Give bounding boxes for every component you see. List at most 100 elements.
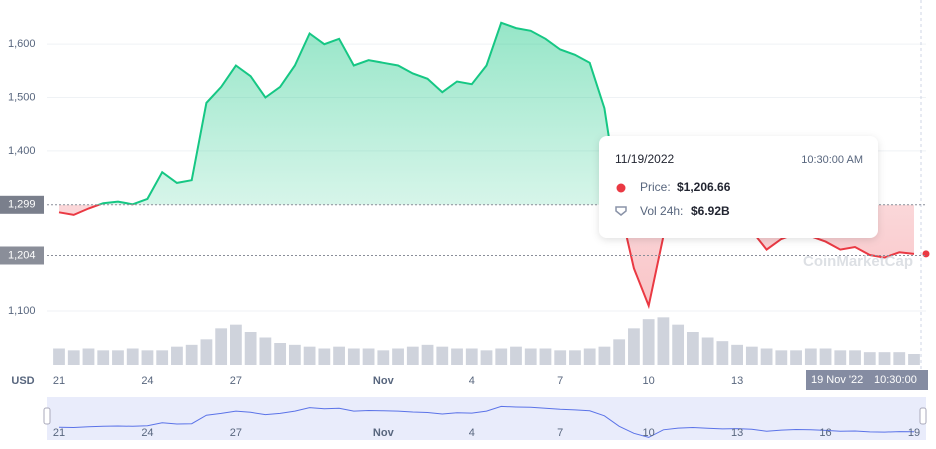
tooltip-box: [599, 136, 878, 238]
cursor-date: 19 Nov '22: [811, 374, 863, 386]
volume-bar: [569, 350, 581, 365]
reference-label: 1,299: [8, 199, 36, 211]
navigator-tick-label: 16: [819, 427, 831, 439]
volume-bar: [686, 332, 699, 365]
x-tick-label: 10: [643, 375, 655, 387]
tooltip-price-label: Price:: [640, 180, 671, 194]
volume-bar: [318, 348, 331, 365]
volume-bar: [849, 350, 861, 365]
tooltip-price-dot: [616, 183, 626, 193]
reference-label: 1,204: [8, 249, 36, 261]
volume-bar: [672, 324, 685, 365]
navigator-tick-label: 27: [230, 427, 242, 439]
volume-bar: [465, 348, 478, 365]
volume-bar: [362, 348, 375, 365]
navigator-handle[interactable]: [919, 407, 927, 425]
x-tick-label: 7: [557, 375, 563, 387]
volume-bar: [244, 332, 257, 365]
reference-box: [0, 195, 44, 214]
navigator-tick-label: 21: [53, 427, 65, 439]
x-tick-label: 13: [731, 375, 743, 387]
volume-bar: [834, 350, 847, 365]
volume-bar: [156, 350, 169, 365]
volume-bar: [524, 348, 537, 365]
navigator-tick-label: 24: [141, 427, 153, 439]
navigator-tick-label: 13: [731, 427, 743, 439]
volume-bar: [171, 346, 183, 365]
volume-bar: [333, 346, 345, 365]
tooltip-date: 11/19/2022: [615, 152, 674, 166]
volume-bar: [303, 346, 316, 365]
tooltip-volume: $6.92B: [691, 204, 730, 218]
volume-bar: [539, 348, 552, 365]
volume-bar: [863, 352, 876, 365]
tooltip-volume-label: Vol 24h:: [640, 204, 683, 218]
volume-bar: [510, 346, 522, 365]
volume-bar: [200, 339, 213, 365]
navigator-tick-label: 19: [908, 427, 920, 439]
y-tick-label: 1,600: [8, 38, 36, 50]
volume-bar: [804, 348, 817, 365]
volume-bar: [421, 344, 434, 365]
navigator-tick-label: 7: [557, 427, 563, 439]
cursor-time: 10:30:00: [874, 374, 917, 386]
navigator-tick-label: 10: [643, 427, 655, 439]
volume-bar: [377, 350, 390, 365]
navigator-bg: [47, 397, 926, 440]
cursor-box: [806, 370, 928, 390]
volume-bar: [775, 350, 788, 365]
volume-bar: [141, 350, 154, 365]
volume-bar: [67, 350, 80, 365]
volume-bar: [598, 346, 611, 365]
volume-bar: [628, 328, 640, 365]
x-tick-label: Nov: [373, 375, 395, 387]
volume-bar: [745, 346, 758, 365]
volume-bar: [893, 352, 906, 365]
volume-bar: [716, 341, 729, 365]
volume-bar: [554, 350, 567, 365]
volume-bar: [97, 350, 110, 365]
volume-bar: [790, 350, 802, 365]
navigator-line: [58, 405, 915, 438]
volume-bar: [126, 348, 139, 365]
volume-bar: [436, 346, 449, 365]
reference-box: [0, 246, 44, 265]
volume-bar: [392, 348, 404, 365]
volume-bar: [230, 324, 242, 365]
tooltip-price: $1,206.66: [677, 180, 731, 194]
volume-bar: [908, 354, 920, 365]
x-tick-label: 27: [230, 375, 242, 387]
price-line-up: [95, 21, 621, 205]
navigator-tick-label: Nov: [373, 427, 395, 439]
y-tick-label: 1,100: [8, 305, 36, 317]
volume-bar: [819, 348, 832, 365]
volume-bar: [495, 348, 508, 365]
volume-bar: [451, 348, 463, 365]
volume-bar: [657, 317, 670, 365]
volume-bar: [480, 350, 493, 365]
volume-bar: [347, 348, 360, 365]
navigator-tick-label: 4: [469, 427, 475, 439]
volume-bar: [701, 337, 714, 365]
volume-bar: [185, 344, 198, 365]
volume-bar: [642, 319, 655, 365]
volume-bar: [583, 348, 596, 365]
navigator-handle[interactable]: [43, 407, 51, 425]
x-tick-label: 4: [469, 375, 475, 387]
watermark: CoinMarketCap: [803, 253, 913, 270]
volume-bar: [878, 352, 891, 365]
volume-bar: [112, 350, 124, 365]
x-tick-label: 24: [141, 375, 153, 387]
volume-bar: [259, 337, 272, 365]
volume-bar: [288, 344, 301, 365]
last-point: [922, 250, 930, 258]
area-up: [59, 22, 914, 205]
volume-bar: [82, 348, 95, 365]
x-tick-label: 21: [53, 375, 65, 387]
y-tick-label: 1,500: [8, 91, 36, 103]
tooltip-volume-icon: [615, 206, 627, 216]
volume-bar: [406, 346, 419, 365]
volume-bar: [215, 328, 228, 365]
y-tick-label: 1,400: [8, 145, 36, 157]
